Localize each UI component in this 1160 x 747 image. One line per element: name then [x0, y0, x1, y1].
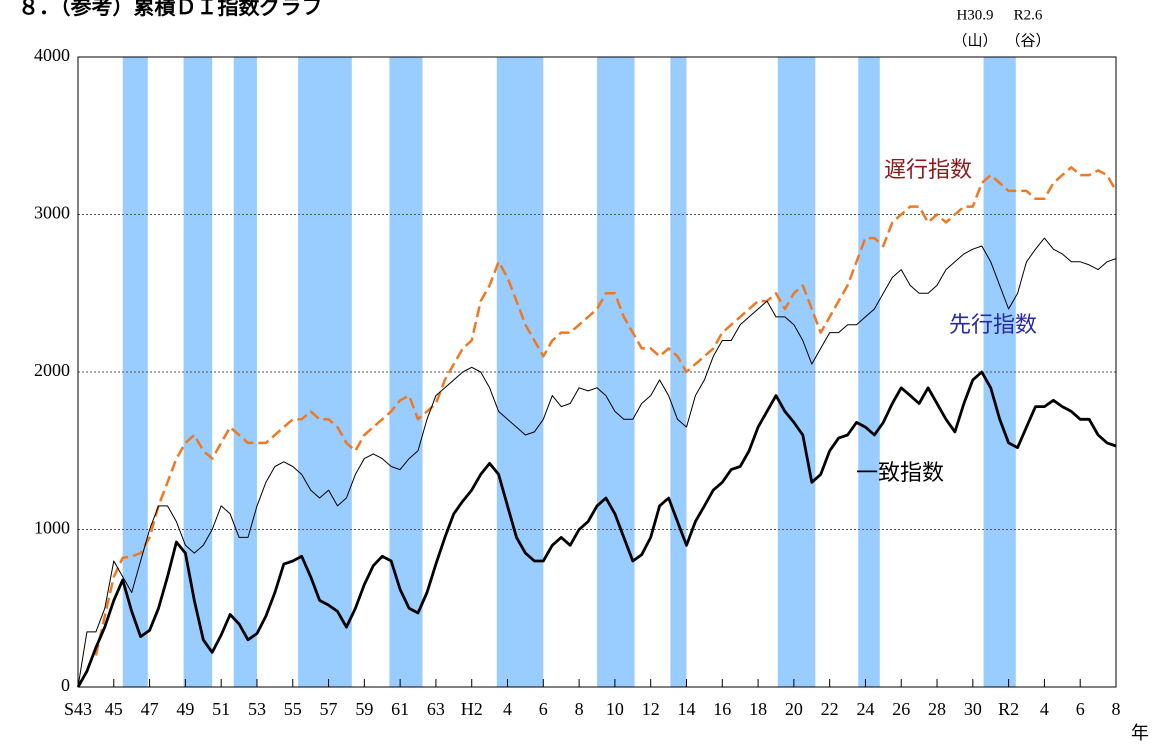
x-tick-label: 55 — [284, 699, 302, 719]
annotation: H30.9 — [956, 7, 993, 23]
x-tick-label: 59 — [355, 699, 373, 719]
x-tick-label: H2 — [461, 699, 483, 719]
x-tick-label: 47 — [141, 699, 159, 719]
annotation: （谷） — [1005, 32, 1050, 49]
series-label: 一致指数 — [856, 460, 944, 485]
x-tick-label: 51 — [212, 699, 230, 719]
series-line — [77, 237, 1117, 688]
x-tick-label: 45 — [105, 699, 123, 719]
annotation: （山） — [952, 32, 997, 49]
x-tick-label: 4 — [503, 699, 512, 719]
y-tick-label: 0 — [61, 675, 70, 695]
series-label: 遅行指数 — [884, 157, 972, 182]
x-tick-label: 49 — [176, 699, 194, 719]
chart-title: ８．（参考）累積ＤＩ指数グラフ — [18, 0, 323, 19]
x-tick-label: 57 — [320, 699, 338, 719]
x-tick-label: 24 — [856, 699, 874, 719]
series-label: 先行指数 — [949, 312, 1037, 337]
x-tick-label: 10 — [606, 699, 624, 719]
x-tick-label: 53 — [248, 699, 266, 719]
series-line — [76, 370, 1117, 688]
x-tick-label: 61 — [391, 699, 409, 719]
shaded-period — [777, 57, 816, 687]
x-tick-label: 16 — [713, 699, 731, 719]
x-tick-label: 30 — [964, 699, 982, 719]
x-tick-label: 8 — [575, 699, 584, 719]
shaded-period — [233, 57, 257, 687]
x-tick-label: 26 — [892, 699, 910, 719]
y-tick-label: 2000 — [34, 360, 70, 380]
y-tick-label: 3000 — [34, 203, 70, 223]
x-tick-label: 22 — [821, 699, 839, 719]
annotation: R2.6 — [1014, 7, 1043, 23]
x-tick-label: 20 — [785, 699, 803, 719]
x-tick-label: 28 — [928, 699, 946, 719]
x-tick-label: 6 — [1076, 699, 1085, 719]
x-tick-label: 8 — [1112, 699, 1121, 719]
series-line — [94, 166, 1118, 656]
x-tick-label: 63 — [427, 699, 445, 719]
x-tick-label: R2 — [998, 699, 1019, 719]
y-tick-label: 4000 — [34, 45, 70, 65]
x-tick-label: S43 — [64, 699, 92, 719]
x-tick-label: 12 — [642, 699, 660, 719]
plot-frame — [77, 56, 1117, 688]
shaded-period — [858, 57, 880, 687]
x-tick-label: 4 — [1040, 699, 1049, 719]
y-tick-label: 1000 — [34, 518, 70, 538]
x-tick-label: 6 — [539, 699, 548, 719]
x-tick-label: 14 — [677, 699, 695, 719]
x-axis-label: 年 — [1131, 723, 1149, 743]
x-tick-label: 18 — [749, 699, 767, 719]
